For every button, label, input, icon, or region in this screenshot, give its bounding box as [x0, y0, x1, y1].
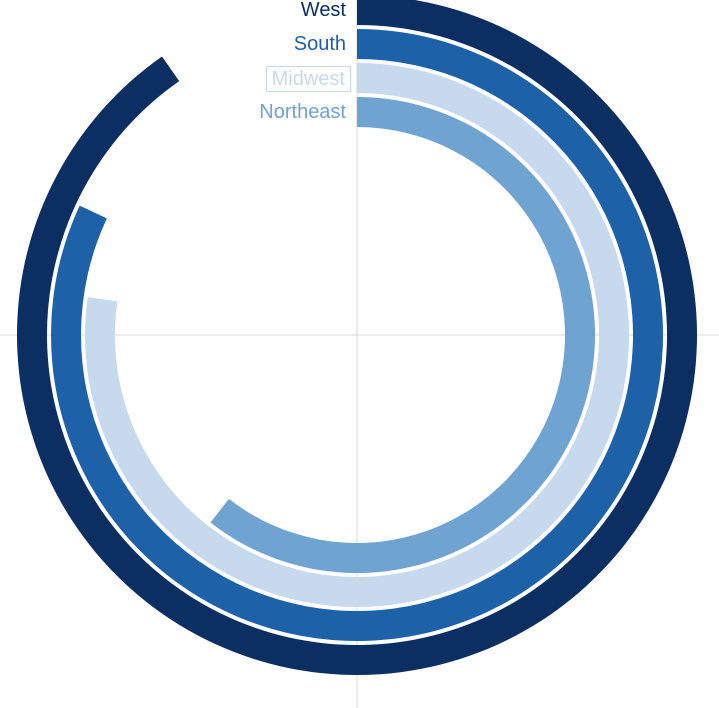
series-label[interactable]: West: [296, 0, 351, 22]
radial-bar-chart: West South Midwest Northeast: [0, 0, 719, 708]
series-label[interactable]: Northeast: [254, 100, 351, 124]
series-label[interactable]: Midwest: [266, 66, 351, 92]
series-label[interactable]: South: [289, 32, 351, 56]
chart-canvas: [0, 0, 719, 708]
